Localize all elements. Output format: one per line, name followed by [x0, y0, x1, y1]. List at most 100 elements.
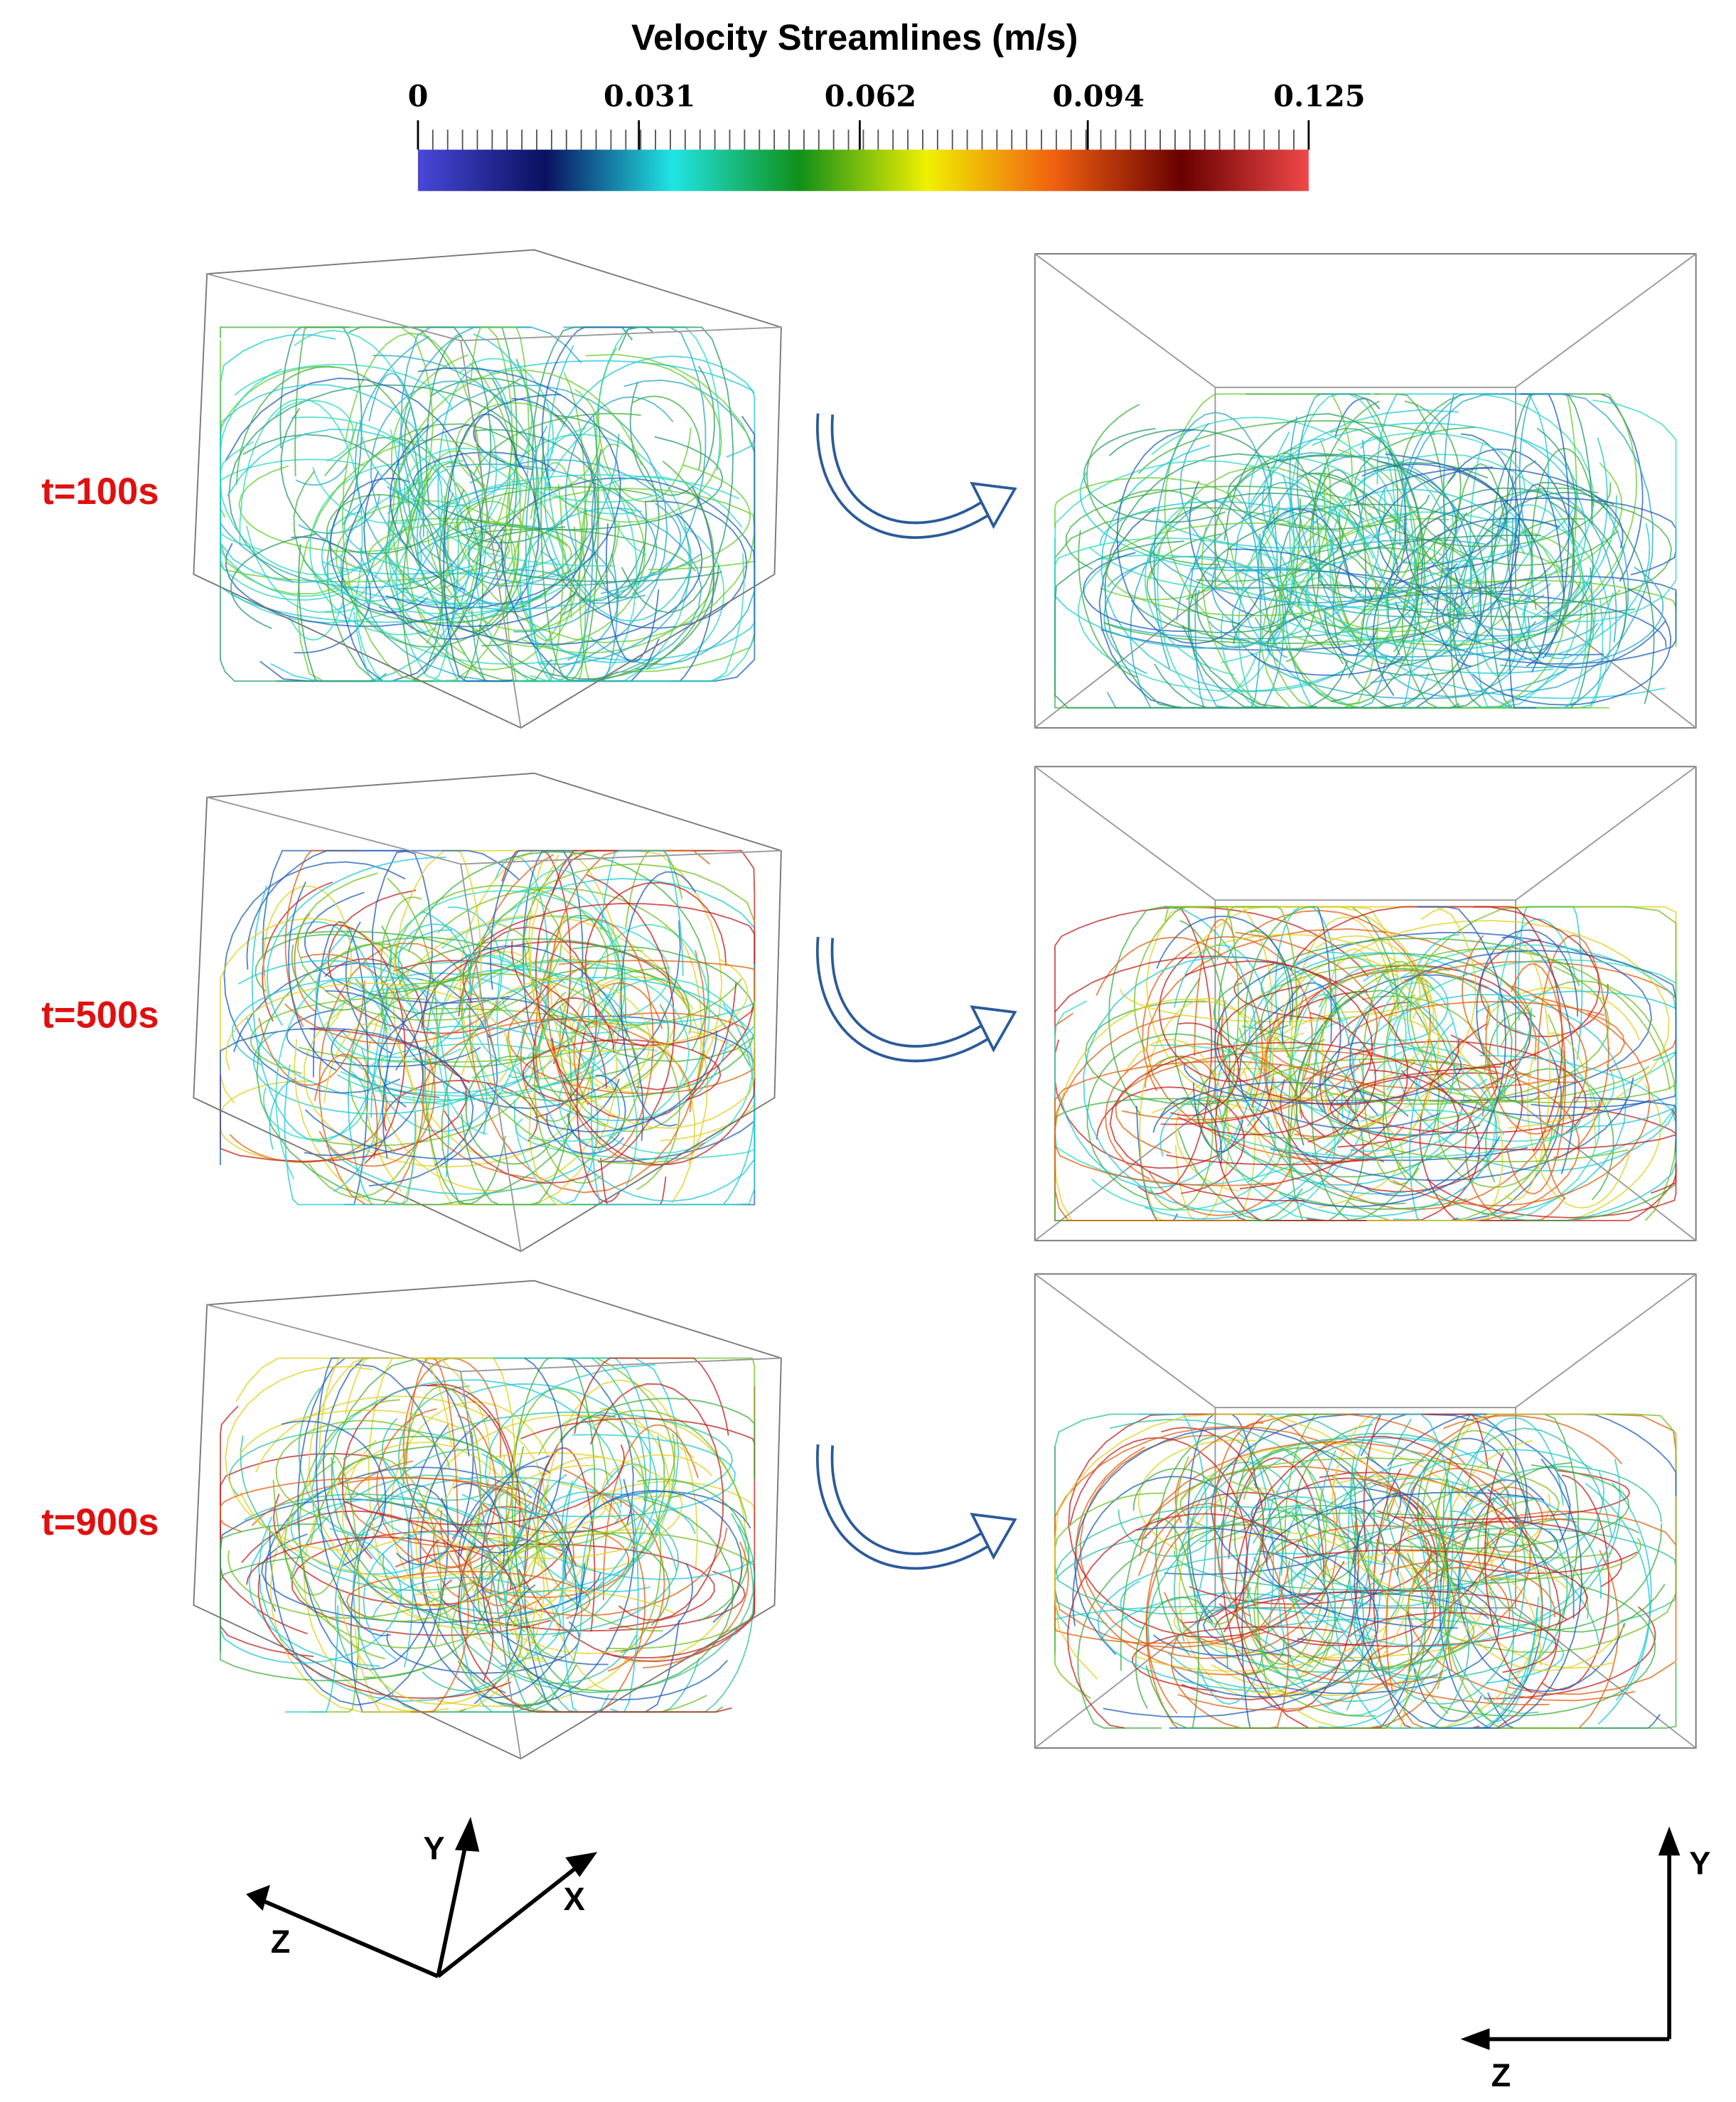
streamline: [1124, 1039, 1230, 1222]
streamline: [587, 923, 710, 1088]
streamline: [1285, 488, 1526, 621]
streamline: [555, 958, 749, 1053]
box-outline: [193, 772, 782, 1253]
streamline: [1174, 1413, 1466, 1523]
streamline: [488, 477, 756, 607]
streamline: [405, 1357, 459, 1532]
streamline: [373, 1457, 414, 1668]
streamline: [491, 977, 651, 1105]
panels: t=100s t=500s t=900s: [41, 249, 1697, 1760]
streamline: [1349, 1612, 1557, 1673]
streamline: [1083, 552, 1195, 633]
tick-label: 0.031: [604, 79, 695, 114]
streamline: [1153, 1634, 1306, 1657]
streamline: [1149, 492, 1366, 625]
streamline: [550, 913, 677, 1090]
streamline: [1167, 1592, 1381, 1690]
streamline: [439, 473, 740, 567]
streamline: [1415, 473, 1463, 709]
streamline: [1286, 536, 1477, 630]
streamline: [1439, 1479, 1575, 1729]
streamline: [461, 1434, 736, 1518]
streamline: [1221, 1000, 1405, 1165]
streamline: [368, 372, 424, 537]
streamline: [490, 849, 578, 990]
streamline: [1266, 951, 1407, 1091]
streamline: [1054, 1014, 1250, 1222]
streamline: [340, 911, 471, 1058]
streamline: [421, 1018, 692, 1179]
streamline: [459, 960, 690, 1142]
streamline: [391, 370, 643, 656]
streamline: [266, 857, 446, 1026]
streamline: [1450, 1511, 1514, 1707]
streamline: [1118, 1509, 1224, 1557]
streamline: [482, 1503, 634, 1534]
rotation-arrow: [816, 936, 1017, 1063]
streamline: [571, 976, 694, 1093]
streamline: [1474, 906, 1563, 1152]
streamline: [1575, 1096, 1677, 1152]
streamline: [1189, 481, 1255, 616]
streamline: [261, 931, 472, 994]
streamline: [1156, 518, 1408, 549]
streamline: [1611, 1482, 1652, 1701]
streamline: [1499, 567, 1664, 668]
streamline: [1137, 1439, 1256, 1552]
streamline: [1157, 547, 1258, 702]
streamline: [1226, 1010, 1504, 1222]
streamline: [298, 544, 376, 682]
streamline: [1363, 1486, 1526, 1705]
streamline: [421, 1452, 683, 1560]
streamline: [1177, 1539, 1435, 1711]
streamline: [321, 510, 422, 602]
streamline: [344, 1357, 453, 1446]
box-edge: [1515, 766, 1697, 901]
streamline: [1319, 967, 1491, 1031]
streamline: [443, 414, 520, 682]
streamline: [1420, 1481, 1612, 1559]
streamline: [1146, 533, 1250, 642]
streamline: [636, 526, 725, 670]
streamline: [244, 1494, 483, 1525]
streamline: [381, 972, 599, 1206]
streamline: [1343, 1506, 1386, 1607]
streamline: [1232, 393, 1399, 650]
streamline: [1537, 934, 1609, 1200]
streamline: [1197, 1432, 1275, 1705]
streamline: [620, 871, 697, 1127]
streamline: [298, 1388, 369, 1536]
streamline: [436, 1433, 676, 1548]
streamline: [368, 1357, 427, 1620]
streamline: [579, 443, 620, 682]
streamline: [220, 1476, 521, 1533]
streamline: [567, 1074, 626, 1149]
streamline: [304, 891, 510, 1004]
streamline: [1258, 584, 1420, 616]
streamline: [1479, 939, 1609, 1038]
streamline: [220, 1081, 382, 1163]
streamline: [1265, 1491, 1545, 1629]
streamline: [359, 333, 533, 508]
streamline: [1385, 453, 1508, 572]
streamline: [1372, 518, 1560, 696]
axis-label: X: [564, 1881, 585, 1917]
streamline: [1360, 1109, 1505, 1136]
streamline: [1109, 1041, 1459, 1202]
streamline: [1360, 436, 1417, 709]
streamline: [435, 1411, 733, 1499]
streamline: [1241, 1639, 1285, 1676]
streamline: [1083, 428, 1226, 523]
streamline: [304, 990, 424, 1157]
box-edge: [460, 340, 522, 729]
streamline: [262, 881, 333, 1022]
arrow-body: [818, 413, 995, 537]
streamline: [459, 1481, 578, 1610]
streamline: [1213, 966, 1441, 1130]
streamline: [1233, 1413, 1490, 1672]
streamline: [403, 447, 522, 515]
streamline: [1054, 460, 1388, 675]
streamline: [1289, 416, 1366, 573]
streamline: [407, 851, 709, 1051]
box-outline: [193, 1280, 782, 1760]
